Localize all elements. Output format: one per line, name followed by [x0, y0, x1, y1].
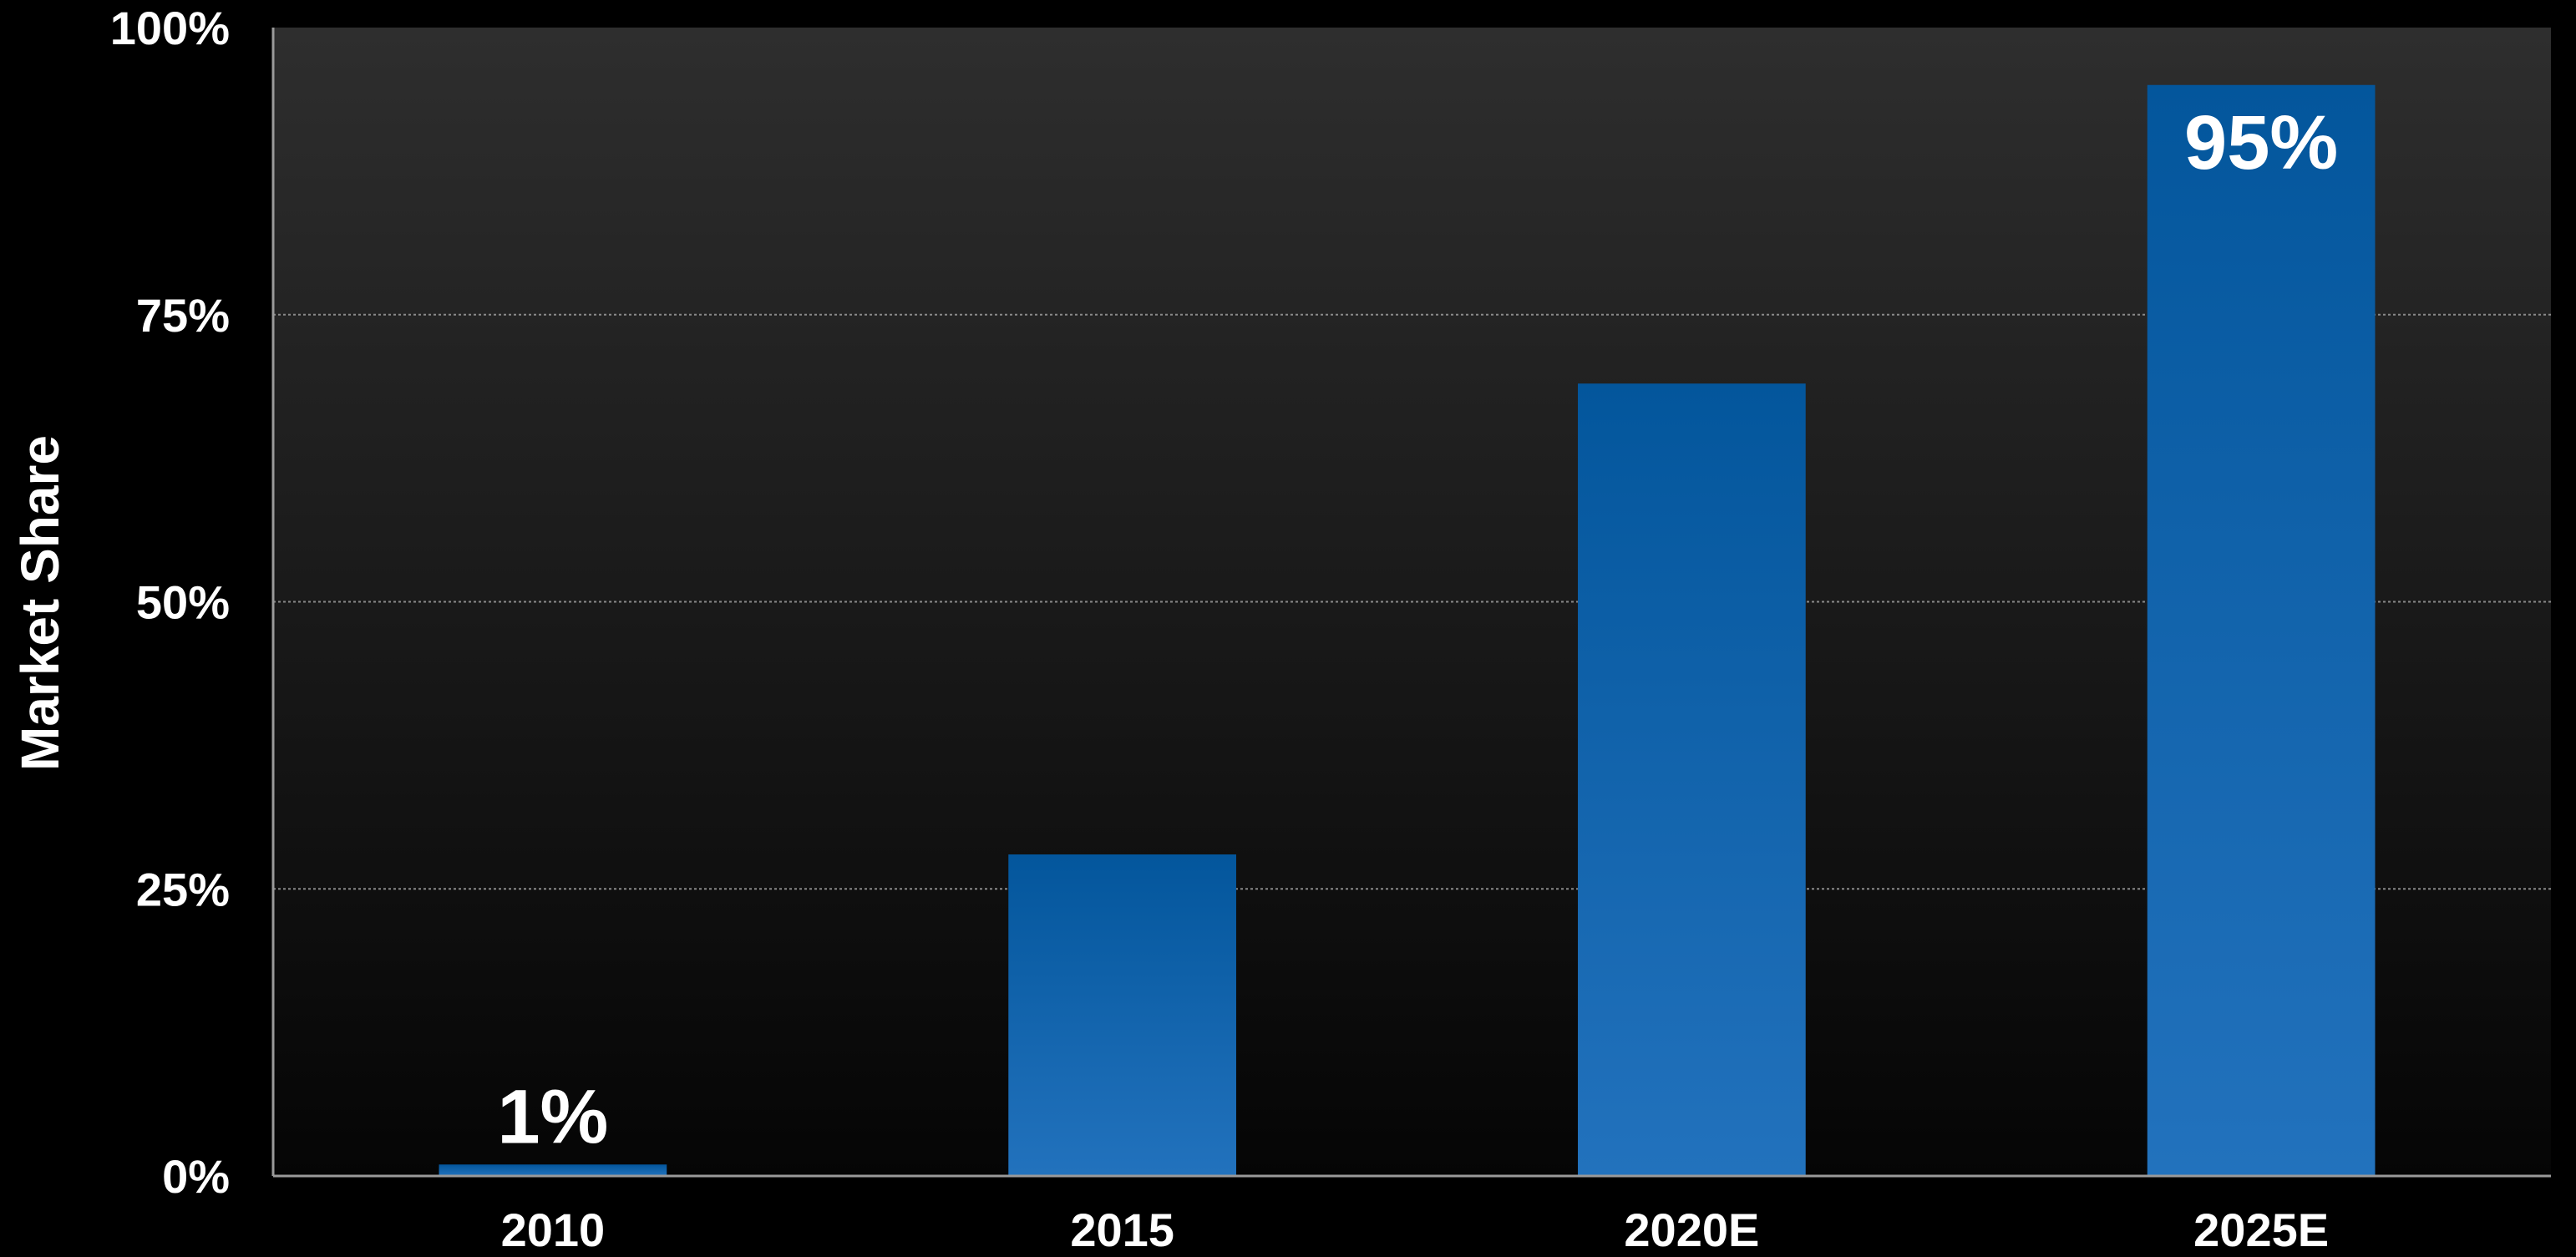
x-tick-labels: 2010 2015 2020E 2025E	[501, 1204, 2330, 1256]
y-tick-labels: 0% 25% 50% 75% 100%	[110, 2, 230, 1203]
bar-2020E	[1578, 383, 1806, 1176]
y-tick-label-50: 50%	[136, 576, 230, 629]
y-tick-label-25: 25%	[136, 863, 230, 915]
y-axis-title: Market Share	[10, 435, 70, 771]
x-tick-label-2015: 2015	[1070, 1204, 1174, 1253]
axes	[271, 28, 2551, 1178]
data-labels: 1% 95%	[497, 100, 2338, 1160]
bar-2025E	[2147, 84, 2376, 1176]
y-tick-label-75: 75%	[136, 289, 230, 342]
bar-2015	[1008, 854, 1236, 1176]
y-tick-label-100: 100%	[110, 2, 230, 54]
x-tick-label-2020E: 2020E	[1624, 1204, 1759, 1253]
data-label-2010: 1%	[497, 1074, 608, 1159]
data-label-2025E: 95%	[2184, 100, 2338, 185]
x-tick-label-2010: 2010	[501, 1204, 606, 1253]
bars	[439, 84, 2376, 1176]
gridlines	[273, 313, 2551, 890]
y-tick-label-0: 0%	[162, 1150, 230, 1203]
x-tick-label-2025E: 2025E	[2193, 1204, 2329, 1253]
bar-2010	[439, 1164, 667, 1176]
